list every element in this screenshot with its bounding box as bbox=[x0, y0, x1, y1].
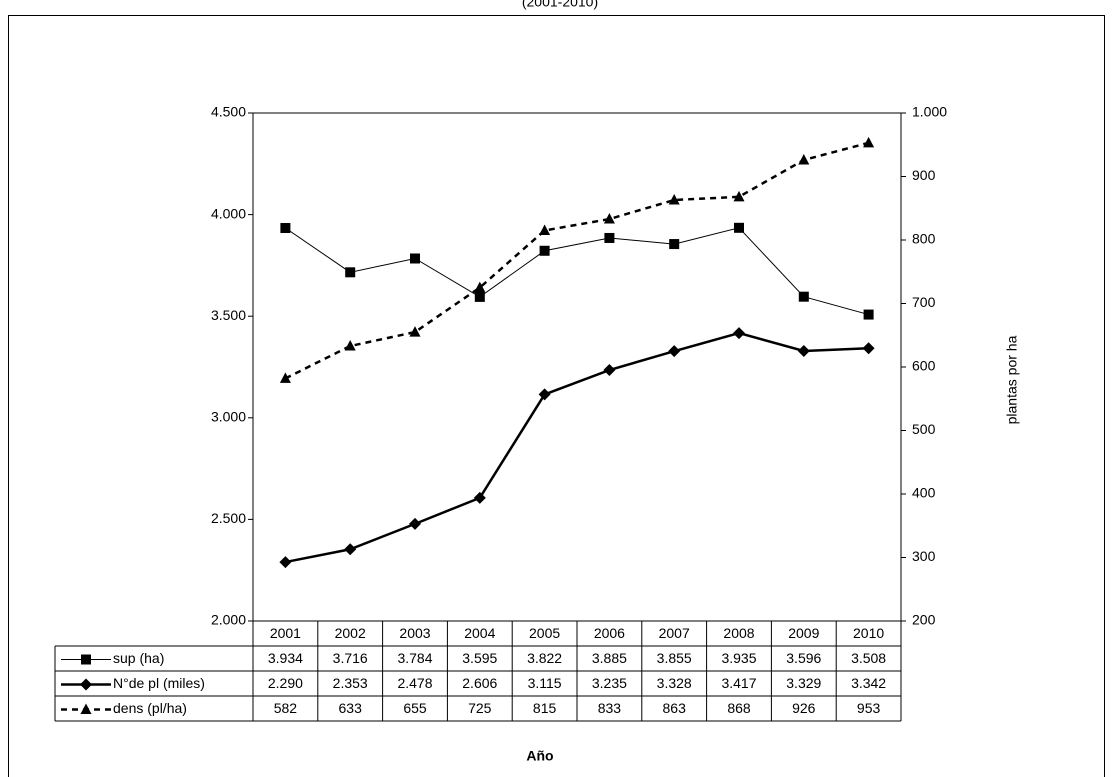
marker bbox=[539, 224, 551, 235]
legend-label: dens (pl/ha) bbox=[113, 700, 187, 716]
marker bbox=[344, 543, 357, 556]
marker bbox=[669, 239, 680, 250]
table-cell: 863 bbox=[663, 700, 687, 716]
marker bbox=[409, 326, 421, 337]
x-tick-label: 2005 bbox=[529, 625, 560, 641]
series-line bbox=[284, 141, 869, 380]
y2-tick-label: 1.000 bbox=[912, 104, 947, 120]
table-cell: 3.934 bbox=[268, 650, 303, 666]
marker bbox=[603, 213, 615, 224]
marker bbox=[798, 153, 810, 165]
table-cell: 3.329 bbox=[786, 675, 821, 691]
table-cell: 582 bbox=[274, 700, 298, 716]
legend-label: N°de pl (miles) bbox=[113, 675, 205, 691]
marker bbox=[279, 556, 292, 569]
marker bbox=[539, 245, 550, 256]
y2-tick-label: 900 bbox=[912, 167, 936, 183]
marker bbox=[81, 654, 91, 665]
table-cell: 926 bbox=[792, 700, 816, 716]
table-cell: 815 bbox=[533, 700, 557, 716]
marker bbox=[474, 291, 485, 302]
table-cell: 3.784 bbox=[397, 650, 432, 666]
y2-tick-label: 700 bbox=[912, 294, 936, 310]
y2-tick-label: 800 bbox=[912, 231, 936, 247]
x-tick-label: 2001 bbox=[270, 625, 301, 641]
table-cell: 3.328 bbox=[657, 675, 692, 691]
x-tick-label: 2003 bbox=[399, 625, 430, 641]
marker bbox=[80, 703, 92, 714]
x-axis-label: Año bbox=[526, 748, 553, 764]
x-tick-label: 2008 bbox=[723, 625, 754, 641]
table-cell: 953 bbox=[857, 700, 881, 716]
y2-tick-label: 500 bbox=[912, 421, 936, 437]
table-cell: 3.508 bbox=[851, 650, 886, 666]
x-tick-label: 2006 bbox=[594, 625, 625, 641]
x-tick-label: 2007 bbox=[659, 625, 690, 641]
marker bbox=[604, 232, 615, 243]
table-cell: 3.596 bbox=[786, 650, 821, 666]
table-cell: 633 bbox=[339, 700, 363, 716]
table-cell: 868 bbox=[727, 700, 751, 716]
marker bbox=[862, 342, 875, 355]
marker bbox=[80, 678, 92, 691]
table-cell: 3.855 bbox=[657, 650, 692, 666]
marker bbox=[668, 345, 681, 358]
y-tick-label: 3.000 bbox=[211, 409, 246, 425]
table-cell: 3.595 bbox=[462, 650, 497, 666]
x-tick-label: 2009 bbox=[788, 625, 819, 641]
table-cell: 3.885 bbox=[592, 650, 627, 666]
table-cell: 833 bbox=[598, 700, 622, 716]
y2-tick-label: 300 bbox=[912, 548, 936, 564]
y-tick-label: 4.500 bbox=[211, 104, 246, 120]
marker bbox=[280, 223, 291, 234]
marker bbox=[409, 517, 421, 530]
series-line bbox=[285, 331, 869, 564]
marker bbox=[798, 291, 809, 302]
chart-title: (2001-2010) bbox=[522, 0, 598, 10]
y2-tick-label: 200 bbox=[912, 612, 936, 628]
x-tick-label: 2004 bbox=[464, 625, 495, 641]
y-tick-label: 2.500 bbox=[211, 510, 246, 526]
y-tick-label: 4.000 bbox=[211, 205, 246, 221]
table-cell: 3.417 bbox=[721, 675, 756, 691]
table-cell: 655 bbox=[403, 700, 427, 716]
marker bbox=[473, 491, 486, 504]
table-cell: 725 bbox=[468, 700, 492, 716]
marker bbox=[733, 190, 745, 202]
table-cell: 2.353 bbox=[333, 675, 368, 691]
legend-label: sup (ha) bbox=[113, 650, 164, 666]
table-cell: 2.478 bbox=[397, 675, 432, 691]
marker bbox=[345, 267, 356, 278]
x-tick-label: 2002 bbox=[335, 625, 366, 641]
table-cell: 3.342 bbox=[851, 675, 886, 691]
marker bbox=[797, 344, 810, 357]
table-cell: 2.606 bbox=[462, 675, 497, 691]
y2-tick-label: 600 bbox=[912, 358, 936, 374]
series-line bbox=[285, 227, 869, 316]
y2-axis-label: plantas por ha bbox=[1004, 335, 1020, 424]
marker bbox=[474, 281, 486, 293]
marker bbox=[734, 222, 744, 233]
chart-frame bbox=[8, 15, 1105, 777]
marker bbox=[863, 309, 874, 320]
y-tick-label: 2.000 bbox=[211, 612, 246, 628]
table-cell: 3.822 bbox=[527, 650, 562, 666]
marker bbox=[538, 388, 551, 401]
table-cell: 3.115 bbox=[528, 675, 562, 691]
marker bbox=[279, 372, 291, 383]
marker bbox=[344, 340, 356, 351]
table-cell: 3.716 bbox=[333, 650, 368, 666]
table-cell: 3.935 bbox=[721, 650, 756, 666]
y2-tick-label: 400 bbox=[912, 485, 936, 501]
marker bbox=[603, 364, 616, 377]
marker bbox=[410, 253, 420, 264]
marker bbox=[733, 327, 745, 340]
marker bbox=[668, 193, 680, 205]
table-cell: 3.235 bbox=[592, 675, 627, 691]
y-tick-label: 3.500 bbox=[211, 307, 246, 323]
marker bbox=[863, 136, 875, 148]
x-tick-label: 2010 bbox=[853, 625, 884, 641]
table-cell: 2.290 bbox=[268, 675, 303, 691]
